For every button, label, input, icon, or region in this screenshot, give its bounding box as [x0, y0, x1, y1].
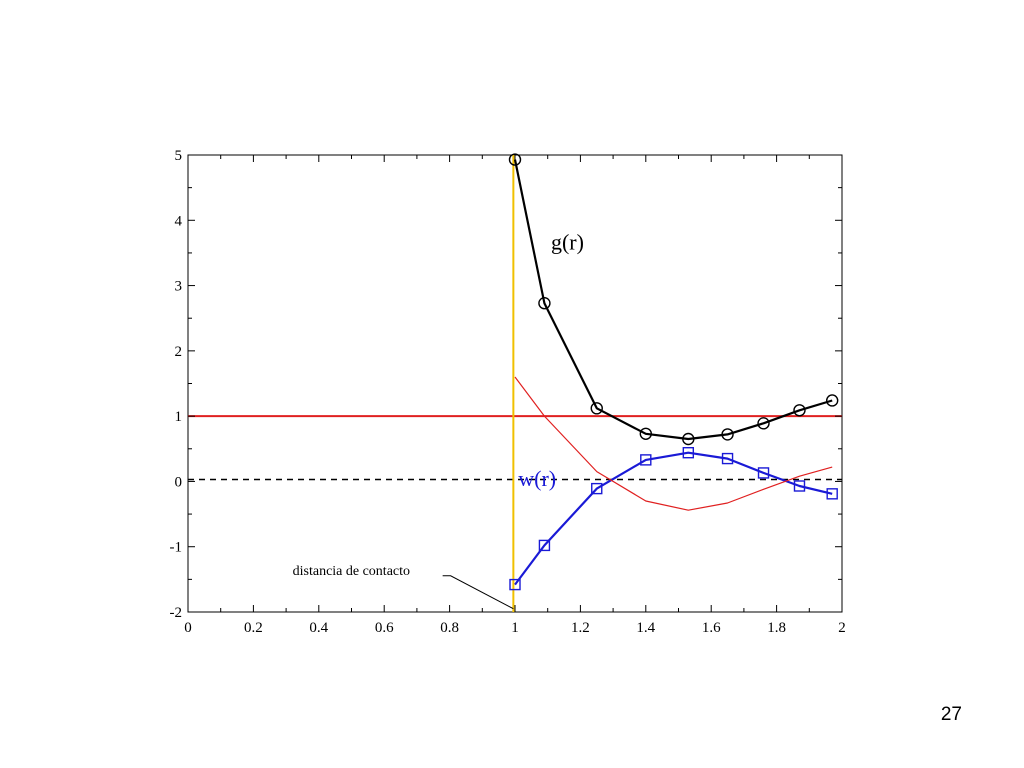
- data-point-wr-3: [640, 454, 652, 466]
- data-point-wr-8: [826, 488, 838, 500]
- x-tick-label: 0.8: [440, 620, 459, 636]
- y-tick-label: 3: [175, 279, 183, 295]
- annotation-distancia-de-contacto: distancia de contacto: [293, 564, 410, 579]
- data-point-wr-7: [793, 480, 806, 492]
- x-tick-label: 1.2: [571, 620, 590, 636]
- data-point-gr-7: [793, 404, 806, 417]
- data-point-wr-5: [721, 452, 734, 465]
- data-point-gr-0: [508, 153, 522, 166]
- page-number: 27: [940, 704, 962, 725]
- data-point-gr-5: [721, 428, 734, 441]
- data-point-gr-4: [682, 432, 695, 446]
- plot-frame: [187, 154, 843, 613]
- x-tick-label: 1.6: [702, 620, 721, 636]
- x-tick-label: 2: [838, 620, 846, 636]
- data-point-gr-2: [590, 402, 603, 415]
- series-line-wr: [514, 451, 833, 586]
- data-point-wr-4: [682, 447, 695, 459]
- data-point-wr-0: [509, 578, 521, 591]
- x-tick-label: 0.6: [375, 620, 394, 636]
- y-tick-label: 0: [175, 474, 183, 490]
- x-tick-label: 0.2: [244, 620, 263, 636]
- x-tick-label: 1.8: [767, 620, 786, 636]
- x-tick-label: 0: [184, 620, 192, 636]
- data-point-wr-1: [538, 539, 551, 552]
- data-point-gr-3: [639, 427, 652, 440]
- y-tick-label: 4: [175, 213, 183, 229]
- x-tick-label: 1.4: [636, 620, 655, 636]
- series-line-unnamed-2: [514, 376, 833, 511]
- data-point-gr-1: [538, 296, 551, 310]
- data-point-gr-6: [757, 417, 770, 430]
- data-point-wr-6: [757, 467, 770, 479]
- y-tick-label: 2: [175, 344, 183, 360]
- y-tick-label: 5: [175, 148, 183, 164]
- annotation-leader-line: [442, 575, 514, 610]
- data-point-wr-2: [591, 482, 603, 495]
- series-line-gr: [513, 159, 833, 441]
- x-tick-label: 1: [511, 620, 519, 636]
- y-tick-label: -2: [170, 605, 183, 621]
- x-tick-label: 0.4: [309, 620, 328, 636]
- annotation-w-r: w(r): [518, 466, 556, 491]
- annotation-g-r: g(r): [551, 230, 584, 255]
- data-point-gr-8: [825, 394, 839, 407]
- y-tick-label: -1: [170, 540, 183, 556]
- y-tick-label: 1: [175, 409, 183, 425]
